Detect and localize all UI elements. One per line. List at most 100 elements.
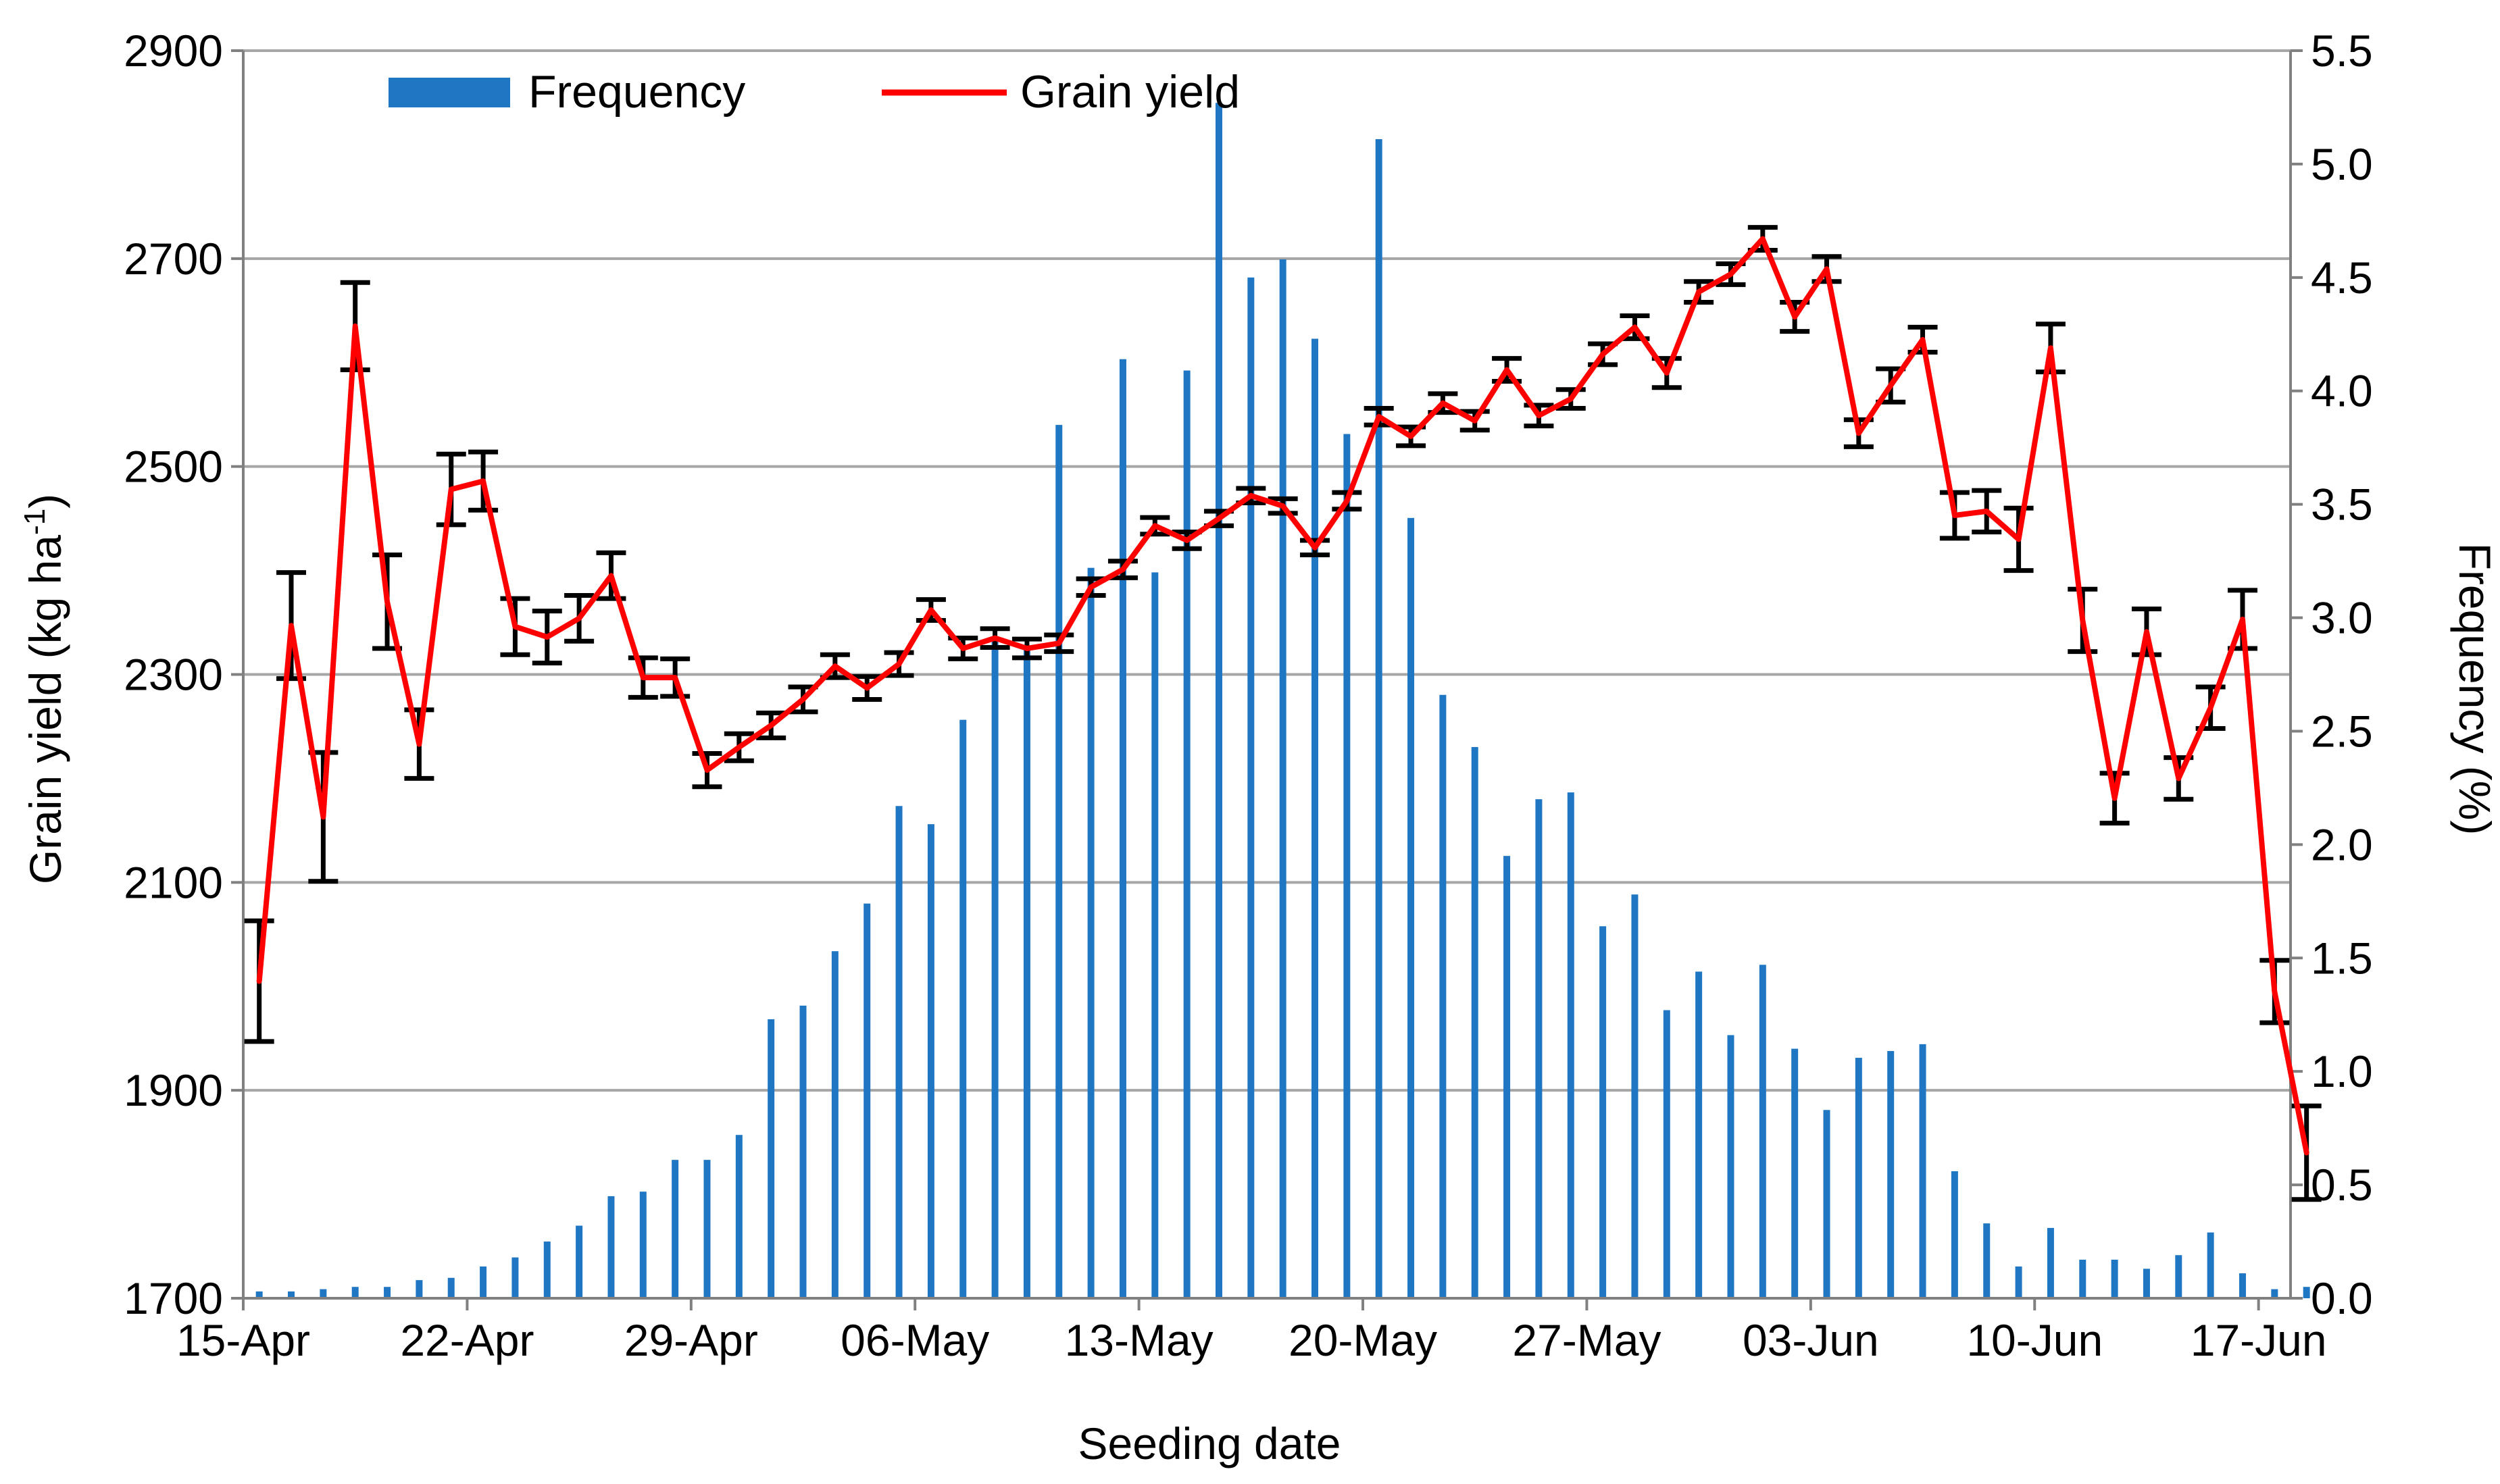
frequency-bar bbox=[1695, 971, 1702, 1298]
right-tick-label: 1.0 bbox=[2311, 1046, 2373, 1096]
frequency-bar bbox=[928, 824, 934, 1298]
frequency-bar bbox=[448, 1278, 455, 1298]
frequency-bar bbox=[2175, 1255, 2182, 1298]
y-axis-title-left-sup: -1 bbox=[18, 509, 51, 535]
frequency-bar bbox=[1535, 799, 1542, 1298]
frequency-bar bbox=[544, 1242, 551, 1298]
frequency-bar bbox=[672, 1160, 678, 1298]
frequency-bar bbox=[959, 720, 966, 1298]
frequency-bar bbox=[1055, 425, 1062, 1298]
frequency-bar bbox=[1311, 338, 1318, 1298]
right-tick-label: 4.0 bbox=[2311, 366, 2373, 416]
left-tick-label: 2300 bbox=[124, 650, 223, 700]
x-tick-label: 22-Apr bbox=[400, 1315, 534, 1365]
y-axis-title-left: Grain yield (kg ha-1) bbox=[18, 494, 70, 884]
left-tick-label: 2500 bbox=[124, 442, 223, 492]
frequency-bar bbox=[1599, 926, 1606, 1298]
frequency-bar bbox=[1376, 139, 1382, 1298]
frequency-bar bbox=[384, 1287, 391, 1298]
frequency-bar bbox=[2047, 1228, 2054, 1298]
frequency-bar bbox=[1472, 747, 1478, 1298]
frequency-bar bbox=[2271, 1289, 2278, 1298]
frequency-bar bbox=[2111, 1260, 2118, 1298]
frequency-bar bbox=[703, 1160, 710, 1298]
right-tick-label: 1.5 bbox=[2311, 933, 2373, 983]
frequency-bar bbox=[1855, 1058, 1862, 1298]
frequency-bar bbox=[1343, 434, 1350, 1298]
frequency-bar bbox=[1184, 371, 1191, 1298]
right-tick-label: 5.0 bbox=[2311, 139, 2373, 189]
frequency-bar bbox=[1920, 1044, 1926, 1298]
frequency-bar bbox=[1983, 1223, 1990, 1298]
x-tick-label: 06-May bbox=[841, 1315, 989, 1365]
frequency-bar bbox=[1951, 1171, 1958, 1298]
right-tick-label: 0.5 bbox=[2311, 1160, 2373, 1210]
frequency-bar bbox=[640, 1192, 647, 1298]
frequency-bar bbox=[2016, 1266, 2022, 1298]
frequency-bar bbox=[1791, 1049, 1798, 1298]
frequency-bar bbox=[2239, 1273, 2246, 1298]
y-axis-title-left-close: ) bbox=[20, 494, 70, 509]
frequency-bar bbox=[800, 1006, 807, 1298]
frequency-bar bbox=[320, 1289, 326, 1298]
left-tick-label: 2100 bbox=[124, 857, 223, 907]
y-axis-title-left-base: Grain yield (kg ha bbox=[20, 535, 70, 885]
frequency-bar bbox=[511, 1258, 518, 1298]
frequency-bar bbox=[1631, 894, 1638, 1298]
x-tick-label: 17-Jun bbox=[2191, 1315, 2327, 1365]
left-tick-label: 2700 bbox=[124, 234, 223, 284]
x-tick-label: 03-Jun bbox=[1743, 1315, 1879, 1365]
x-tick-label: 27-May bbox=[1512, 1315, 1661, 1365]
right-tick-label: 5.5 bbox=[2311, 26, 2373, 76]
x-tick-label: 13-May bbox=[1065, 1315, 1214, 1365]
frequency-bar bbox=[2207, 1233, 2214, 1298]
x-tick-label: 10-Jun bbox=[1966, 1315, 2103, 1365]
frequency-bar bbox=[1887, 1051, 1894, 1298]
frequency-bar bbox=[736, 1135, 743, 1298]
frequency-bar bbox=[832, 951, 839, 1298]
frequency-bar bbox=[896, 806, 903, 1298]
y-axis-title-right: Frequency (%) bbox=[2450, 543, 2500, 836]
frequency-bar bbox=[1280, 259, 1286, 1298]
frequency-bar bbox=[352, 1287, 359, 1298]
frequency-bar bbox=[1407, 518, 1414, 1298]
frequency-bar bbox=[2143, 1269, 2150, 1298]
x-tick-label: 20-May bbox=[1289, 1315, 1437, 1365]
right-tick-label: 2.0 bbox=[2311, 819, 2373, 869]
frequency-bar bbox=[1088, 568, 1095, 1298]
frequency-bar bbox=[1568, 792, 1574, 1298]
frequency-bar bbox=[864, 904, 870, 1298]
frequency-bar bbox=[992, 638, 999, 1298]
frequency-bar bbox=[1503, 856, 1510, 1298]
left-tick-label: 2900 bbox=[124, 26, 223, 76]
frequency-bar bbox=[576, 1226, 582, 1298]
right-tick-label: 2.5 bbox=[2311, 706, 2373, 756]
right-tick-label: 3.5 bbox=[2311, 480, 2373, 530]
x-tick-label: 29-Apr bbox=[624, 1315, 758, 1365]
x-axis-title: Seeding date bbox=[1078, 1418, 1341, 1468]
left-tick-label: 1900 bbox=[124, 1065, 223, 1115]
legend-swatch-frequency bbox=[389, 78, 510, 107]
x-tick-label: 15-Apr bbox=[176, 1315, 310, 1365]
frequency-bar bbox=[1216, 103, 1222, 1298]
frequency-bar bbox=[1439, 695, 1446, 1298]
frequency-bar bbox=[1727, 1035, 1734, 1298]
frequency-bar bbox=[1151, 572, 1158, 1298]
frequency-bar bbox=[1120, 359, 1126, 1298]
frequency-bar bbox=[1024, 647, 1030, 1298]
frequency-bar bbox=[607, 1196, 614, 1298]
right-tick-label: 3.0 bbox=[2311, 593, 2373, 643]
frequency-bar bbox=[1664, 1010, 1670, 1298]
frequency-bar bbox=[480, 1266, 486, 1298]
frequency-bar bbox=[1759, 965, 1766, 1298]
frequency-bar bbox=[2303, 1287, 2310, 1298]
right-tick-label: 4.5 bbox=[2311, 253, 2373, 303]
frequency-bar bbox=[768, 1019, 774, 1298]
frequency-bar bbox=[416, 1280, 422, 1298]
frequency-bar bbox=[1247, 278, 1254, 1298]
legend-label-frequency: Frequency bbox=[528, 66, 745, 118]
chart: 17001900210023002500270029000.00.51.01.5… bbox=[0, 0, 2500, 1484]
legend-label-grain-yield: Grain yield bbox=[1020, 66, 1240, 118]
frequency-bar bbox=[1824, 1110, 1830, 1298]
frequency-bar bbox=[2079, 1260, 2086, 1298]
